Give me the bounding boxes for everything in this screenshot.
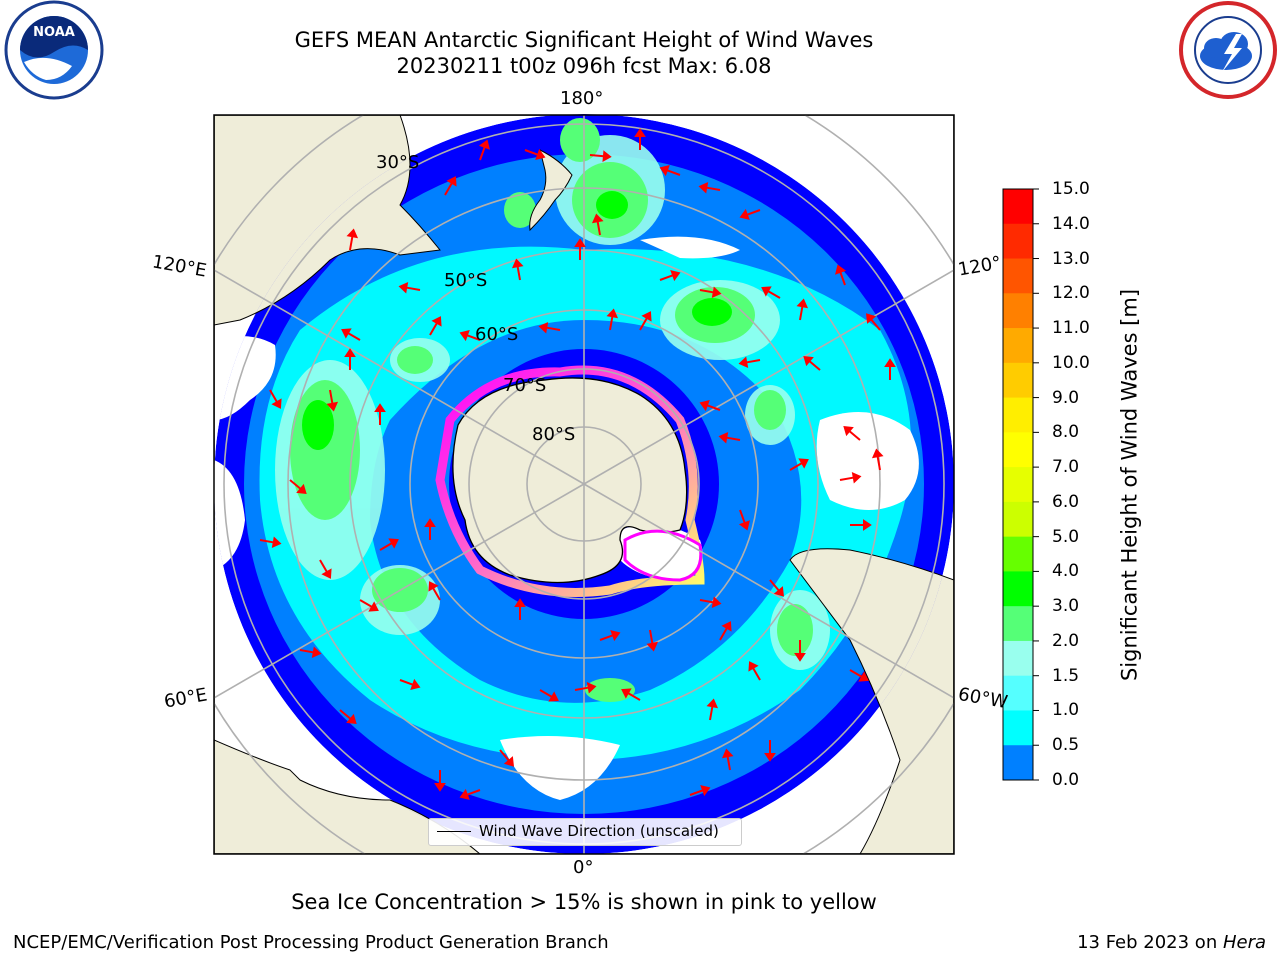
colorbar-swatch xyxy=(1003,640,1033,677)
colorbar-swatch xyxy=(1003,675,1033,711)
colorbar-tick-label: 8.0 xyxy=(1052,422,1080,443)
colorbar-swatch xyxy=(1003,223,1033,260)
lon-label-bottom: 0° xyxy=(573,857,594,878)
colorbar-swatch xyxy=(1003,397,1033,433)
svg-text:NOAA: NOAA xyxy=(33,25,75,40)
lon-label-top: 180° xyxy=(560,88,604,109)
map-legend: Wind Wave Direction (unscaled) xyxy=(428,818,742,846)
colorbar-swatch xyxy=(1003,189,1033,225)
colorbar-swatch xyxy=(1003,328,1033,364)
chart-title: GEFS MEAN Antarctic Significant Height o… xyxy=(294,28,874,52)
sea-ice-note: Sea Ice Concentration > 15% is shown in … xyxy=(291,890,877,914)
footer-date-text: 13 Feb 2023 on xyxy=(1077,932,1223,953)
colorbar-label: Significant Height of Wind Waves [m] xyxy=(1117,288,1142,682)
chart-subtitle: 20230211 t00z 096h fcst Max: 6.08 xyxy=(396,54,772,78)
colorbar-swatch xyxy=(1003,432,1033,468)
colorbar-tick-label: 14.0 xyxy=(1052,213,1090,234)
colorbar-tick-label: 13.0 xyxy=(1052,248,1090,269)
colorbar-swatch xyxy=(1003,293,1033,329)
colorbar-swatch xyxy=(1003,362,1033,399)
colorbar-tick-label: 6.0 xyxy=(1052,491,1080,512)
colorbar xyxy=(1003,188,1039,781)
colorbar-swatch xyxy=(1003,710,1033,746)
lat-label-70s: 70°S xyxy=(503,375,547,396)
colorbar-tick-label: 2.0 xyxy=(1052,630,1080,651)
footer-host: Hera xyxy=(1222,932,1266,953)
lat-label-80s: 80°S xyxy=(532,424,576,445)
colorbar-tick-label: 10.0 xyxy=(1052,352,1090,373)
lat-label-30s: 30°S xyxy=(376,152,420,173)
footer-producer: NCEP/EMC/Verification Post Processing Pr… xyxy=(13,932,609,953)
colorbar-tick-label: 3.0 xyxy=(1052,596,1080,617)
nws-logo-icon xyxy=(1179,1,1277,99)
colorbar-tick-label: 1.5 xyxy=(1052,665,1080,686)
colorbar-swatch xyxy=(1003,745,1033,781)
wave-direction-arrows xyxy=(259,128,896,800)
colorbar-tick-label: 1.0 xyxy=(1052,700,1080,721)
colorbar-tick-label: 0.0 xyxy=(1052,770,1080,790)
colorbar-tick-label: 0.5 xyxy=(1052,735,1080,756)
colorbar-tick-label: 11.0 xyxy=(1052,318,1090,339)
colorbar-swatch xyxy=(1003,571,1033,607)
legend-label: Wind Wave Direction (unscaled) xyxy=(479,822,719,840)
colorbar-tick-label: 9.0 xyxy=(1052,387,1080,408)
colorbar-swatch xyxy=(1003,467,1033,503)
colorbar-tick-label: 12.0 xyxy=(1052,283,1090,304)
colorbar-tick-label: 5.0 xyxy=(1052,526,1080,547)
legend-line-icon xyxy=(437,831,471,832)
antarctica-land xyxy=(452,377,688,584)
lat-label-50s: 50°S xyxy=(444,270,488,291)
colorbar-tick-label: 15.0 xyxy=(1052,179,1090,199)
colorbar-swatch xyxy=(1003,258,1033,294)
lat-label-60s: 60°S xyxy=(475,324,519,345)
colorbar-swatch xyxy=(1003,606,1033,642)
footer-date: 13 Feb 2023 on Hera xyxy=(1077,932,1266,953)
colorbar-swatch xyxy=(1003,536,1033,572)
colorbar-swatch xyxy=(1003,501,1033,538)
noaa-logo-icon: NOAA xyxy=(4,0,104,100)
colorbar-tick-label: 7.0 xyxy=(1052,457,1080,478)
colorbar-tick-label: 4.0 xyxy=(1052,561,1080,582)
